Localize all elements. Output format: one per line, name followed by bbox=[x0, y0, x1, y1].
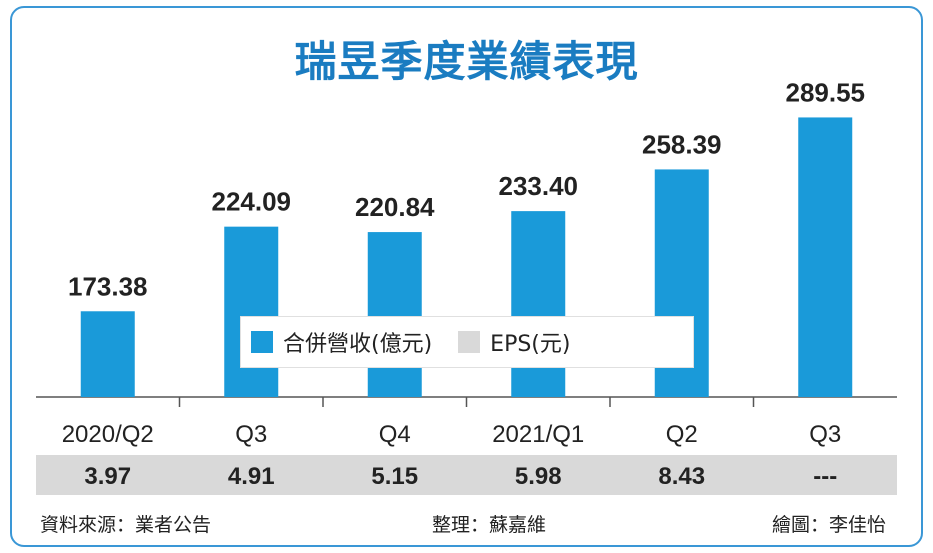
legend: 合併營收(億元) EPS(元) bbox=[240, 316, 694, 368]
chart-title: 瑞昱季度業績表現 bbox=[294, 37, 639, 86]
legend-label-revenue: 合併營收(億元) bbox=[283, 332, 433, 357]
eps-value: --- bbox=[813, 463, 837, 490]
bar-value-label: 220.84 bbox=[355, 192, 435, 222]
x-tick-label: Q3 bbox=[235, 421, 267, 448]
eps-value: 3.97 bbox=[84, 463, 131, 490]
bar-value-label: 173.38 bbox=[68, 271, 148, 301]
bar-revenue bbox=[224, 226, 279, 397]
eps-value: 8.43 bbox=[658, 463, 705, 490]
eps-value: 5.15 bbox=[371, 463, 418, 490]
legend-item-revenue: 合併營收(億元) bbox=[251, 326, 432, 358]
x-tick-label: Q3 bbox=[809, 421, 841, 448]
editor-note: 整理：蘇嘉維 bbox=[432, 514, 547, 536]
source-note: 資料來源：業者公告 bbox=[40, 514, 212, 536]
bar-revenue bbox=[511, 211, 566, 397]
legend-swatch-eps bbox=[458, 331, 481, 353]
bar-value-label: 224.09 bbox=[211, 187, 291, 217]
bar-value-label: 289.55 bbox=[785, 77, 865, 107]
x-tick-label: Q2 bbox=[666, 421, 698, 448]
bar-revenue bbox=[798, 117, 853, 398]
eps-band bbox=[36, 455, 897, 495]
eps-value: 4.91 bbox=[228, 463, 275, 490]
eps-value: 5.98 bbox=[515, 463, 562, 490]
x-tick-label: 2020/Q2 bbox=[62, 421, 154, 448]
bar-value-label: 233.40 bbox=[498, 171, 578, 201]
artist-note: 繪圖：李佳怡 bbox=[772, 514, 887, 536]
x-tick-label: 2021/Q1 bbox=[492, 421, 584, 448]
legend-swatch-revenue bbox=[251, 331, 273, 353]
legend-label-eps: EPS(元) bbox=[490, 332, 571, 357]
bar-revenue bbox=[367, 232, 422, 397]
legend-item-eps: EPS(元) bbox=[458, 326, 570, 358]
bar-value-label: 258.39 bbox=[642, 129, 722, 159]
x-tick-label: Q4 bbox=[379, 421, 411, 448]
bar-revenue bbox=[80, 311, 135, 397]
